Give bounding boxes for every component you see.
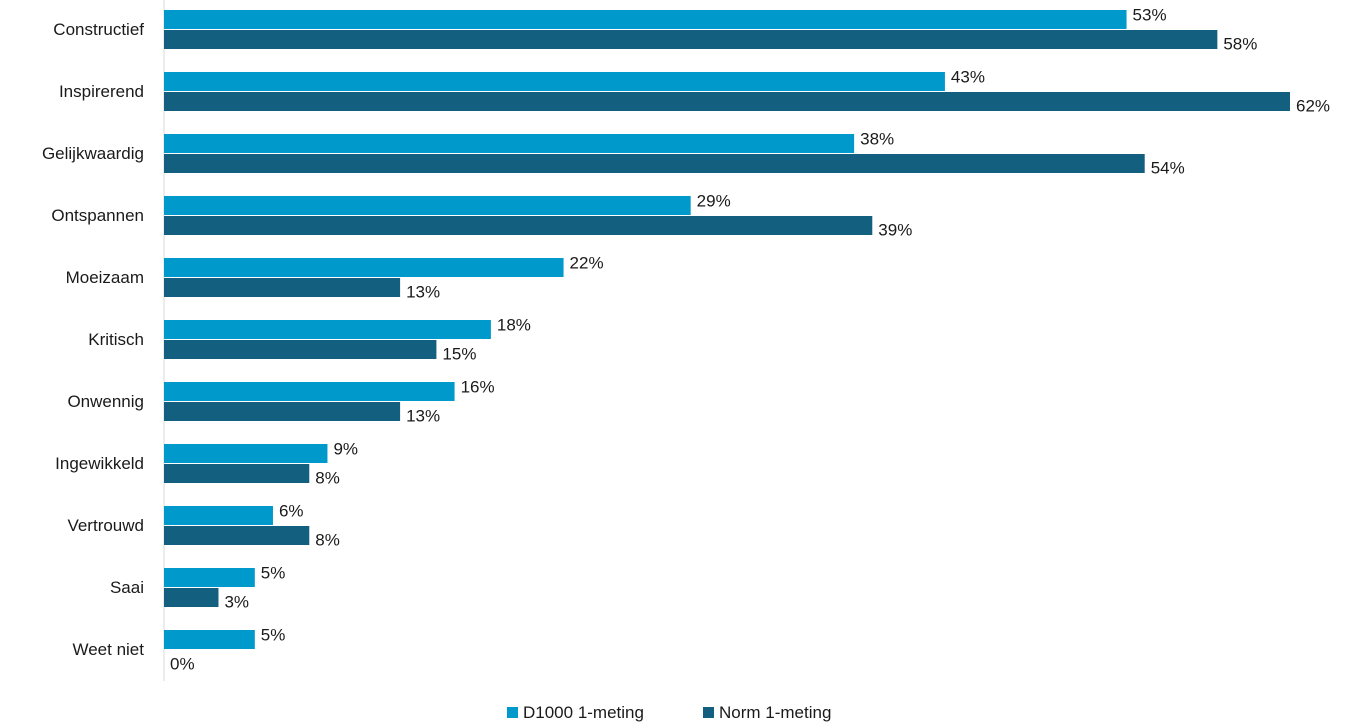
legend-label-norm: Norm 1-meting — [719, 703, 831, 722]
legend-label-d1000: D1000 1-meting — [523, 703, 644, 722]
value-label-d1000-saai: 5% — [261, 564, 286, 583]
category-label-vertrouwd: Vertrouwd — [67, 516, 144, 535]
bar-norm-onwennig — [164, 402, 401, 421]
category-label-inspirerend: Inspirerend — [59, 82, 144, 101]
value-label-norm-gelijkwaardig: 54% — [1151, 159, 1185, 178]
category-label-constructief: Constructief — [53, 20, 144, 39]
value-label-norm-constructief: 58% — [1223, 35, 1257, 54]
value-label-norm-kritisch: 15% — [442, 345, 476, 364]
bar-d1000-weet-niet — [164, 630, 255, 649]
value-label-d1000-gelijkwaardig: 38% — [860, 130, 894, 149]
bar-d1000-ontspannen — [164, 196, 691, 215]
value-labels: 53% 58% 43% 62% 38% 54% 29% 39% 22% 13% 18% 15% 16% 1… — [170, 6, 1330, 674]
value-label-norm-saai: 3% — [224, 593, 249, 612]
bar-norm-ontspannen — [164, 216, 873, 235]
category-label-weet-niet: Weet niet — [72, 640, 144, 659]
legend-swatch-norm — [703, 707, 714, 718]
category-labels: Constructief Inspirerend Gelijkwaardig Onts… — [42, 20, 144, 659]
bar-norm-gelijkwaardig — [164, 154, 1145, 173]
value-label-d1000-vertrouwd: 6% — [279, 502, 304, 521]
category-label-saai: Saai — [110, 578, 144, 597]
value-label-norm-inspirerend: 62% — [1296, 97, 1330, 116]
category-label-kritisch: Kritisch — [88, 330, 144, 349]
legend: D1000 1-meting Norm 1-meting — [507, 703, 831, 722]
value-label-norm-ontspannen: 39% — [878, 221, 912, 240]
value-label-d1000-weet-niet: 5% — [261, 626, 286, 645]
bar-norm-kritisch — [164, 340, 437, 359]
bar-d1000-moeizaam — [164, 258, 564, 277]
value-label-d1000-ontspannen: 29% — [697, 192, 731, 211]
value-label-d1000-kritisch: 18% — [497, 316, 531, 335]
bar-d1000-saai — [164, 568, 255, 587]
category-label-moeizaam: Moeizaam — [66, 268, 144, 287]
value-label-d1000-moeizaam: 22% — [570, 254, 604, 273]
bar-norm-inspirerend — [164, 92, 1290, 111]
value-label-norm-moeizaam: 13% — [406, 283, 440, 302]
bar-d1000-kritisch — [164, 320, 491, 339]
category-label-ingewikkeld: Ingewikkeld — [55, 454, 144, 473]
category-label-gelijkwaardig: Gelijkwaardig — [42, 144, 144, 163]
value-label-d1000-inspirerend: 43% — [951, 68, 985, 87]
value-label-norm-weet-niet: 0% — [170, 655, 195, 674]
category-label-onwennig: Onwennig — [67, 392, 144, 411]
bar-norm-vertrouwd — [164, 526, 310, 545]
bar-d1000-inspirerend — [164, 72, 945, 91]
bar-d1000-vertrouwd — [164, 506, 273, 525]
bar-d1000-ingewikkeld — [164, 444, 328, 463]
bar-norm-saai — [164, 588, 219, 607]
value-label-d1000-onwennig: 16% — [461, 378, 495, 397]
category-label-ontspannen: Ontspannen — [51, 206, 144, 225]
bars-group — [164, 10, 1290, 649]
value-label-norm-onwennig: 13% — [406, 407, 440, 426]
bar-d1000-constructief — [164, 10, 1127, 29]
bar-norm-moeizaam — [164, 278, 401, 297]
value-label-norm-vertrouwd: 8% — [315, 531, 340, 550]
bar-norm-ingewikkeld — [164, 464, 310, 483]
bar-d1000-onwennig — [164, 382, 455, 401]
value-label-norm-ingewikkeld: 8% — [315, 469, 340, 488]
bar-d1000-gelijkwaardig — [164, 134, 855, 153]
bar-norm-constructief — [164, 30, 1218, 49]
value-label-d1000-constructief: 53% — [1133, 6, 1167, 25]
value-label-d1000-ingewikkeld: 9% — [333, 440, 358, 459]
legend-swatch-d1000 — [507, 707, 518, 718]
